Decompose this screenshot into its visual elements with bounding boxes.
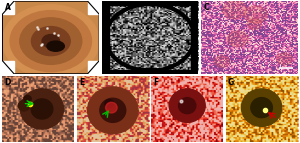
- Circle shape: [227, 31, 248, 47]
- Circle shape: [24, 96, 31, 102]
- Circle shape: [178, 98, 196, 114]
- Text: D: D: [4, 78, 11, 87]
- Circle shape: [20, 18, 82, 64]
- Circle shape: [100, 98, 126, 122]
- Bar: [88, 1, 99, 14]
- Ellipse shape: [47, 41, 64, 51]
- Circle shape: [42, 35, 59, 48]
- Bar: [2, 61, 14, 74]
- Circle shape: [105, 100, 113, 108]
- Circle shape: [277, 53, 292, 65]
- Circle shape: [214, 56, 230, 67]
- Text: G: G: [228, 78, 234, 87]
- Circle shape: [88, 87, 138, 134]
- Circle shape: [18, 100, 30, 111]
- Circle shape: [169, 89, 205, 122]
- Circle shape: [223, 1, 246, 19]
- Circle shape: [20, 89, 64, 129]
- Circle shape: [242, 89, 282, 126]
- Bar: [88, 61, 99, 74]
- Text: A: A: [5, 3, 11, 12]
- Text: F: F: [153, 78, 159, 87]
- Bar: [102, 70, 198, 74]
- Bar: [191, 1, 198, 74]
- Circle shape: [31, 99, 53, 119]
- Circle shape: [247, 19, 262, 29]
- Circle shape: [251, 98, 272, 118]
- Text: E: E: [79, 78, 84, 87]
- Circle shape: [10, 11, 92, 72]
- Circle shape: [2, 5, 99, 77]
- Bar: [102, 1, 198, 5]
- Text: C: C: [204, 3, 209, 12]
- Text: B: B: [104, 3, 110, 12]
- Bar: [102, 1, 109, 74]
- Circle shape: [244, 6, 267, 23]
- Circle shape: [32, 27, 70, 56]
- Circle shape: [106, 102, 117, 113]
- Bar: [2, 1, 14, 14]
